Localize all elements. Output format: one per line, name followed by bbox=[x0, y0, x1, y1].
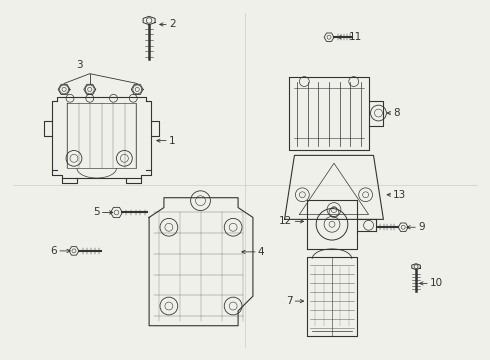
Text: 2: 2 bbox=[169, 19, 175, 30]
Text: 8: 8 bbox=[393, 108, 400, 118]
Text: 4: 4 bbox=[258, 247, 265, 257]
Text: 10: 10 bbox=[430, 278, 443, 288]
Text: 12: 12 bbox=[279, 216, 293, 226]
Text: 1: 1 bbox=[169, 136, 175, 145]
Text: 11: 11 bbox=[349, 32, 362, 42]
Text: 9: 9 bbox=[418, 222, 425, 232]
Text: 3: 3 bbox=[76, 60, 83, 70]
Text: 5: 5 bbox=[93, 207, 99, 217]
Text: 7: 7 bbox=[286, 296, 293, 306]
Text: 13: 13 bbox=[393, 190, 407, 200]
Text: 6: 6 bbox=[50, 246, 57, 256]
